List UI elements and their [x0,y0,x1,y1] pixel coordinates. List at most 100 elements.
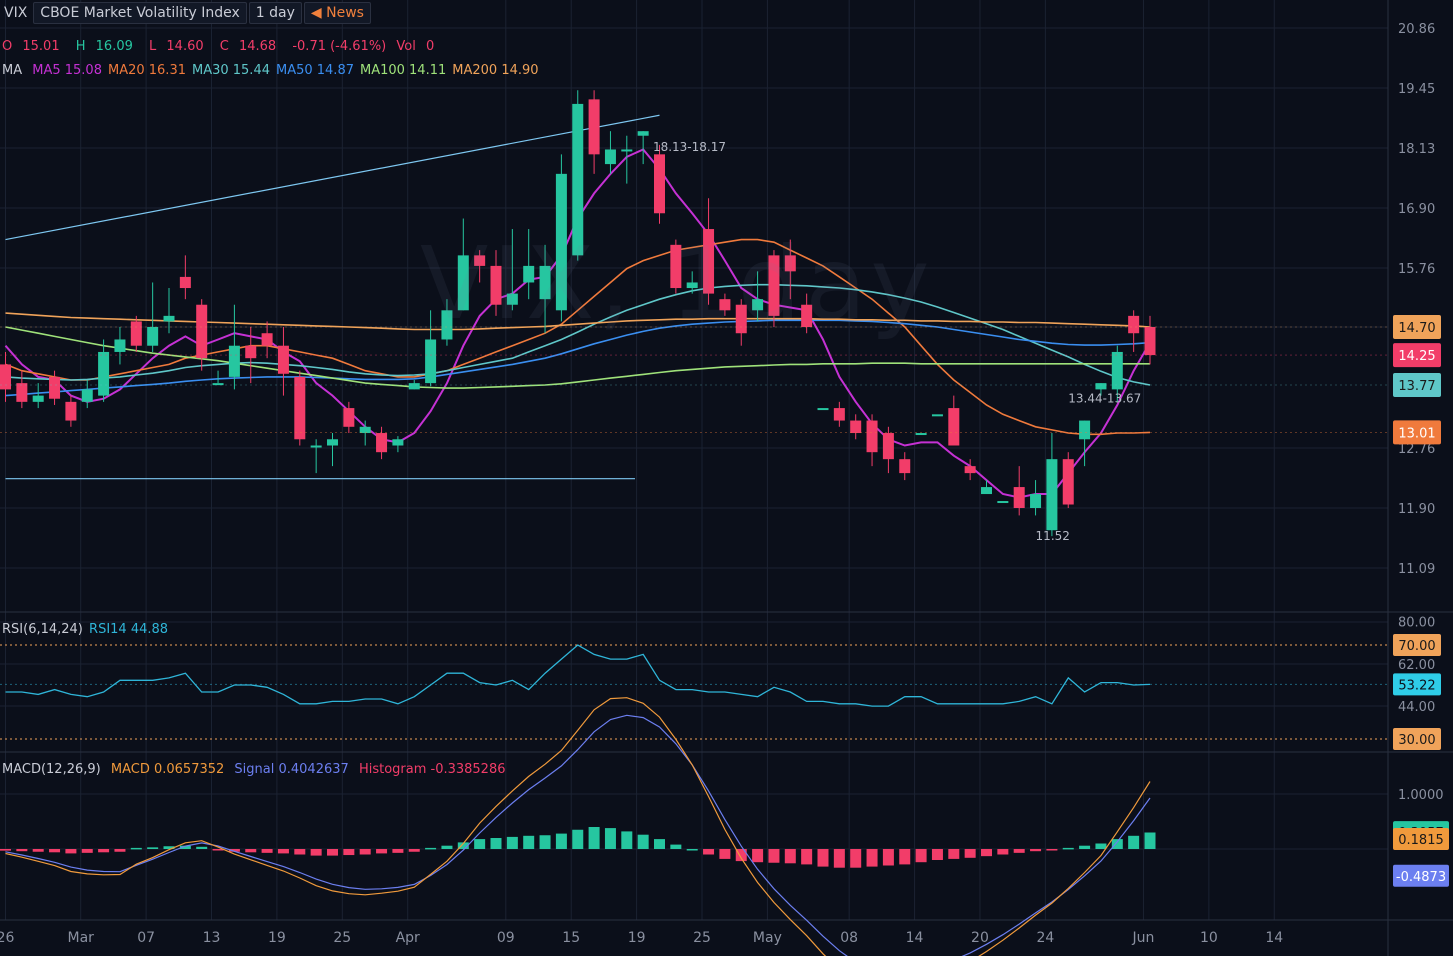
macd-histogram-bar [114,849,126,852]
symbol-label[interactable]: VIX [4,5,28,21]
candle-body [621,149,633,152]
ma30-line [5,283,1151,386]
macd-legend-hist: Histogram -0.3385286 [358,762,506,777]
price-badge-text: 14.25 [1398,349,1435,364]
candle-down [294,370,306,446]
rsi-badge-text: 53.22 [1398,678,1435,693]
candle-body [735,304,747,334]
x-tick-label: 14 [906,930,924,946]
x-tick-label: 20 [971,930,989,946]
candle-up [114,327,126,365]
x-tick-label: 13 [203,930,221,946]
macd-histogram-bar [212,849,224,851]
price-badge [1393,420,1441,445]
candle-up [392,436,404,453]
y-tick-label: 19.45 [1398,82,1435,97]
candle-up [604,131,616,174]
x-tick-label: 19 [628,930,646,946]
macd-histogram-bar [621,831,633,849]
candle-down [899,452,911,481]
x-tick-label: May [753,930,782,946]
candle-down [588,90,600,174]
candle-up [81,380,93,409]
candle-body [1144,327,1156,356]
candle-body [98,351,110,396]
candle-down [670,239,682,294]
candle-body [670,244,682,289]
candle-up [1030,480,1042,516]
candle-body [179,276,191,289]
macd-histogram-bar [490,838,502,849]
macd-histogram-bar [1030,849,1042,852]
candle-body [817,408,829,411]
candle-up [228,304,240,390]
candle-up [523,229,535,300]
x-tick-label: 19 [268,930,286,946]
macd-histogram-bar [719,849,731,859]
candle-body [359,426,371,434]
candle-up [1079,420,1091,467]
candle-body [474,255,486,266]
y-tick-label: 20.86 [1398,22,1435,37]
x-tick-label: 15 [562,930,580,946]
candle-body [327,439,338,446]
y-tick-label: 15.76 [1398,262,1435,277]
rsi-legend-label: RSI(6,14,24) [2,622,83,637]
candle-up [572,90,584,261]
trendline [5,114,660,241]
macd-histogram-bar [32,849,44,852]
candle-up [359,420,371,446]
candle-body [425,339,437,384]
candle-body [0,364,11,390]
macd-badge-text: 0.1815 [1398,833,1444,848]
interval-button[interactable]: 1 day [248,2,302,24]
candle-body [703,229,715,294]
candle-down [1013,466,1025,516]
macd-histogram-bar [359,849,371,855]
candle-body [981,487,992,495]
watermark: VIX, 1day [420,225,934,342]
macd-histogram-bar [801,849,813,865]
macd-histogram-bar [425,847,437,850]
candle-down [343,401,355,434]
macd-histogram-bar [1013,849,1025,853]
candle-body [310,445,322,448]
candle-up [425,310,437,387]
candle-body [604,149,616,165]
candle-up [32,383,44,409]
rsi-line [5,644,1151,707]
macd-histogram-bar [981,849,992,857]
candle-down [801,293,813,334]
macd-histogram-bar [768,849,780,863]
macd-histogram-bar [931,849,943,860]
candle-down [16,370,28,409]
ohlc-change: -0.71 (-4.61%) [292,39,387,54]
ma-legend-item: MA50 14.87 [275,63,354,78]
rsi-tick-label: 44.00 [1398,700,1435,715]
ma-legend-item: MA200 14.90 [452,63,539,78]
candle-down [1062,452,1074,508]
candle-down [261,321,273,359]
candle-down [474,250,486,283]
candle-body [948,408,960,446]
candle-body [228,345,240,377]
candle-body [1095,383,1107,390]
candle-body [833,408,845,421]
macd-histogram-bar [604,828,616,849]
instrument-name[interactable]: CBOE Market Volatility Index [33,2,247,24]
candle-body [866,420,878,453]
candle-down [768,250,780,327]
candle-body [784,255,796,272]
candle-up [163,288,175,334]
macd-histogram-bar [735,849,747,862]
macd-histogram-bar [703,849,715,855]
candle-body [654,154,665,214]
y-tick-label: 16.90 [1398,202,1435,217]
news-button[interactable]: ◀ News [303,2,371,24]
macd-histogram-bar [310,849,322,856]
macd-histogram-bar [882,849,894,866]
candle-up [752,271,764,322]
candle-down [130,315,142,352]
candle-up [915,433,927,436]
